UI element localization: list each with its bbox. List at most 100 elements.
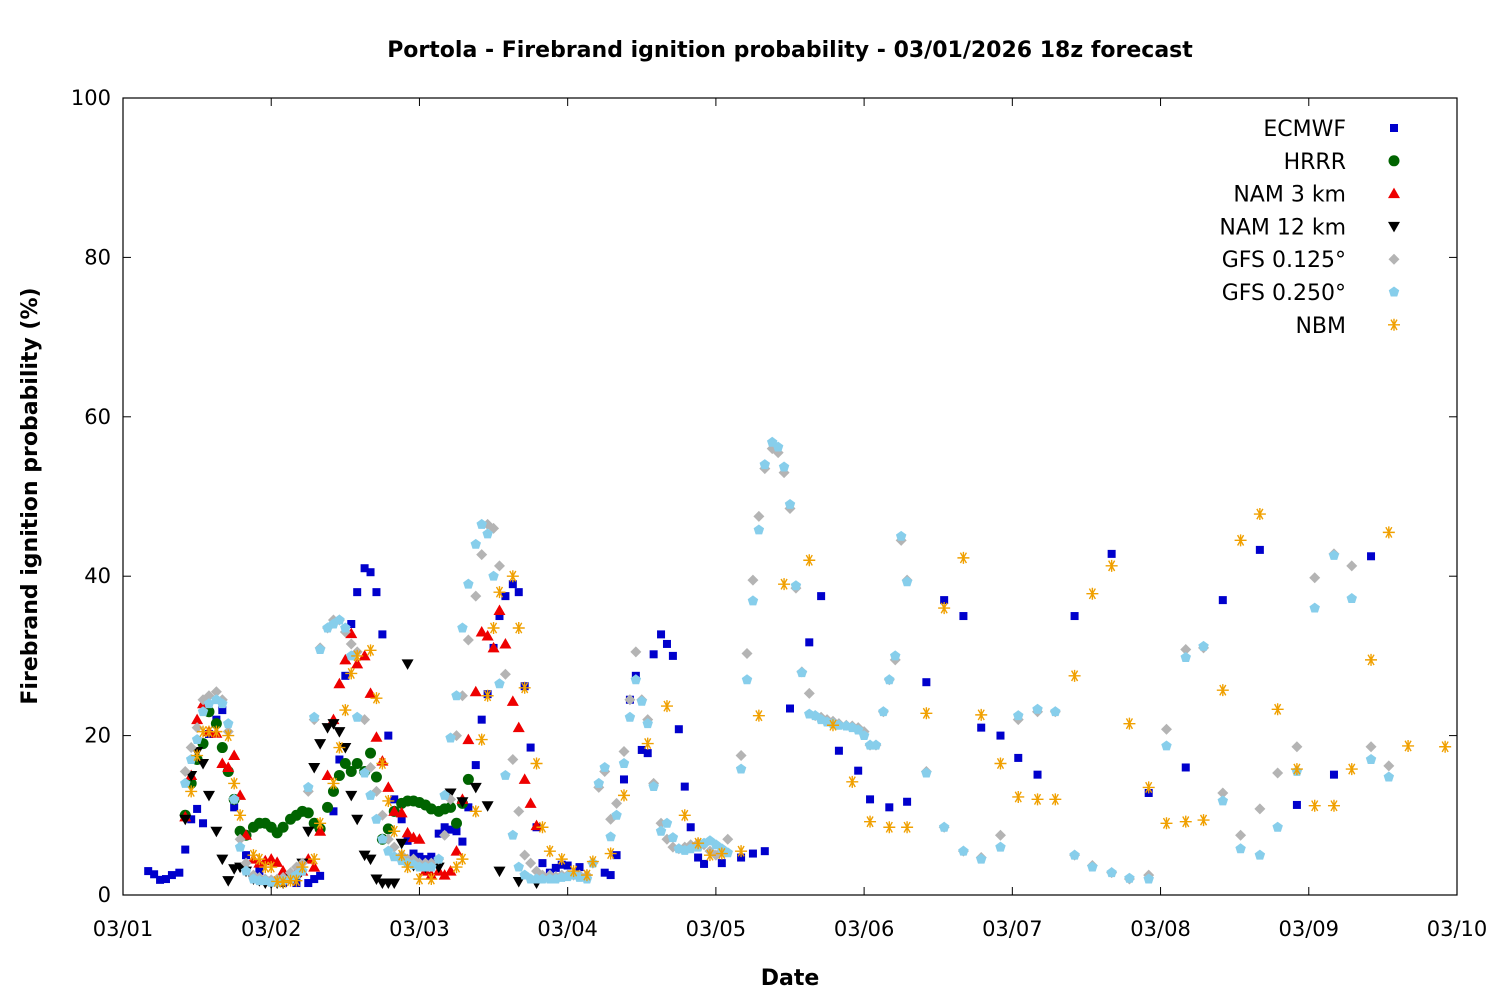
- data-point: [216, 854, 229, 866]
- data-point: [222, 876, 235, 887]
- data-point: [255, 867, 264, 876]
- data-point: [462, 773, 474, 785]
- data-point: [975, 708, 988, 721]
- data-point: [395, 849, 408, 862]
- data-point: [611, 809, 622, 820]
- data-point: [667, 832, 679, 843]
- data-point: [1253, 508, 1266, 521]
- data-point: [752, 709, 765, 722]
- data-point: [920, 707, 933, 720]
- data-point: [444, 788, 457, 799]
- y-tick-label: 20: [84, 724, 111, 748]
- data-point: [1031, 793, 1044, 806]
- data-point: [228, 777, 241, 790]
- data-point: [737, 853, 746, 862]
- data-point: [308, 861, 321, 872]
- data-point: [353, 588, 362, 597]
- legend-label: ECMWF: [1263, 117, 1346, 142]
- data-point: [1216, 684, 1229, 697]
- data-point: [187, 815, 196, 824]
- data-point: [426, 861, 437, 872]
- data-point: [234, 841, 246, 852]
- data-point: [390, 795, 399, 804]
- data-point: [202, 725, 215, 738]
- x-tick-label: 03/10: [1427, 917, 1488, 941]
- legend-marker: [1388, 253, 1400, 265]
- data-point: [445, 732, 456, 743]
- y-tick-label: 60: [84, 405, 111, 429]
- data-point: [199, 819, 208, 828]
- data-point: [351, 657, 364, 669]
- x-tick-label: 03/09: [1279, 917, 1340, 941]
- data-point: [372, 588, 381, 597]
- data-point: [175, 868, 184, 877]
- data-point: [1382, 526, 1395, 539]
- data-point: [329, 807, 338, 816]
- data-point: [674, 725, 683, 734]
- data-point: [700, 859, 709, 868]
- data-point: [538, 859, 547, 868]
- legend-marker: [1388, 318, 1400, 331]
- legend-label: NBM: [1295, 314, 1346, 339]
- data-point: [388, 825, 401, 838]
- data-point: [1365, 741, 1377, 753]
- data-point: [415, 852, 424, 861]
- data-point: [593, 777, 605, 788]
- data-point: [487, 622, 500, 635]
- data-point: [333, 727, 346, 738]
- data-point: [191, 713, 204, 725]
- data-point: [304, 879, 313, 888]
- data-point: [555, 853, 568, 866]
- data-point: [345, 790, 358, 802]
- data-point: [218, 706, 227, 715]
- data-point: [193, 804, 202, 813]
- data-point: [438, 869, 451, 880]
- y-tick-label: 100: [71, 86, 111, 110]
- data-point: [314, 825, 327, 836]
- data-point: [482, 528, 493, 539]
- data-point: [388, 805, 401, 816]
- data-point: [382, 794, 395, 807]
- data-point: [345, 765, 357, 777]
- data-point: [409, 849, 418, 858]
- data-point: [753, 524, 765, 535]
- data-point: [1254, 803, 1266, 815]
- data-point: [649, 650, 658, 659]
- x-tick-label: 03/05: [686, 917, 747, 941]
- data-point: [181, 845, 190, 854]
- data-point: [680, 782, 689, 791]
- data-point: [786, 704, 794, 713]
- data-point: [167, 871, 176, 880]
- data-point: [302, 807, 314, 819]
- data-point: [722, 847, 733, 858]
- plot-frame: [122, 97, 1458, 896]
- data-point: [371, 813, 382, 824]
- x-tick-label: 03/08: [1130, 917, 1191, 941]
- data-point: [1292, 800, 1301, 809]
- data-point: [994, 829, 1006, 841]
- data-point: [210, 826, 223, 838]
- data-point: [339, 704, 352, 717]
- data-point: [866, 795, 875, 804]
- data-point: [611, 797, 623, 809]
- data-point: [383, 845, 394, 856]
- data-point: [996, 731, 1005, 740]
- data-point: [1179, 815, 1192, 828]
- data-point: [265, 853, 278, 864]
- data-point: [439, 829, 451, 841]
- data-series: [144, 436, 1452, 890]
- data-point: [526, 743, 535, 752]
- series-gfs-0-250-: [180, 436, 1395, 887]
- data-point: [1217, 795, 1229, 806]
- data-point: [499, 668, 511, 680]
- data-point: [179, 814, 192, 826]
- x-axis-label: Date: [761, 966, 820, 991]
- data-point: [247, 849, 260, 862]
- data-point: [513, 805, 525, 817]
- data-point: [715, 847, 728, 860]
- data-point: [308, 853, 321, 866]
- data-point: [495, 612, 504, 621]
- chart-title: Portola - Firebrand ignition probability…: [387, 38, 1193, 63]
- data-point: [536, 821, 549, 834]
- data-point: [1329, 770, 1338, 779]
